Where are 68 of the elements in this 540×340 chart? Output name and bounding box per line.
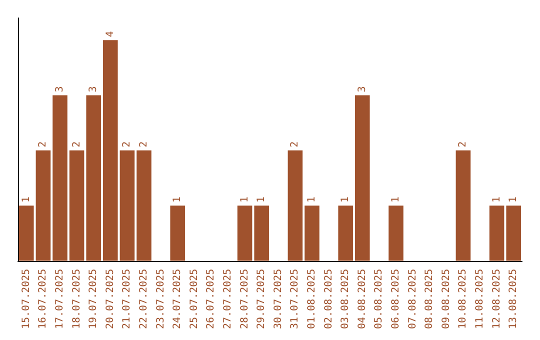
x-tick-label: 22.07.2025: [138, 268, 150, 330]
bar: [388, 206, 404, 261]
data-label: 1: [256, 196, 268, 203]
data-label: 2: [38, 141, 49, 148]
data-label: 1: [20, 196, 32, 203]
bar: [52, 95, 68, 261]
x-tick-label: 20.07.2025: [104, 268, 116, 330]
x-tick-label: 25.07.2025: [188, 268, 200, 330]
bar: [489, 206, 504, 261]
x-tick-label: 26.07.2025: [206, 268, 217, 330]
data-label: 3: [356, 86, 368, 92]
bar: [288, 150, 303, 261]
bar: [237, 206, 252, 261]
bar: [19, 206, 34, 261]
x-tick-label: 16.07.2025: [38, 268, 49, 330]
x-tick-label: 13.08.2025: [508, 268, 520, 330]
x-tick-label: 29.07.2025: [256, 268, 268, 330]
x-tick-label: 27.07.2025: [222, 268, 234, 330]
bar: [36, 150, 51, 261]
x-tick-label: 02.08.2025: [323, 268, 334, 330]
bar: [304, 206, 320, 261]
x-tick-label: 12.08.2025: [491, 268, 502, 330]
x-tick-label: 10.08.2025: [458, 268, 469, 330]
x-tick-label: 05.08.2025: [374, 268, 385, 330]
x-tick-label: 07.08.2025: [407, 268, 418, 330]
bar: [103, 40, 118, 261]
bar: [456, 150, 471, 261]
x-tick-label: 11.08.2025: [474, 268, 486, 330]
x-tick-label: 08.08.2025: [424, 268, 436, 330]
bar: [69, 150, 84, 261]
bar: [254, 206, 269, 261]
x-tick-label: 01.08.2025: [306, 268, 318, 330]
data-label: 4: [104, 31, 116, 38]
x-tick-label: 04.08.2025: [356, 268, 368, 330]
x-tick-label: 17.07.2025: [54, 268, 66, 330]
bar: [86, 95, 101, 261]
x-tick-label: 18.07.2025: [71, 268, 82, 330]
bar: [355, 95, 370, 261]
bar: [136, 150, 152, 261]
x-tick-label: 28.07.2025: [239, 268, 250, 330]
data-label: 2: [71, 141, 82, 148]
bar: [338, 206, 353, 261]
data-label: 3: [54, 86, 66, 92]
data-label: 1: [239, 196, 250, 203]
data-label: 1: [491, 196, 502, 203]
bar: [120, 150, 135, 261]
bar: [506, 206, 521, 261]
data-label: 1: [340, 196, 352, 203]
x-tick-label: 15.07.2025: [20, 268, 32, 330]
data-label: 2: [138, 141, 150, 148]
x-tick-label: 19.07.2025: [88, 268, 100, 330]
data-label: 1: [508, 196, 520, 203]
bar: [170, 206, 185, 261]
x-tick-label: 21.07.2025: [122, 268, 133, 330]
x-tick-label: 03.08.2025: [340, 268, 352, 330]
x-tick-label: 30.07.2025: [272, 268, 284, 330]
data-label: 1: [306, 196, 318, 203]
x-tick-label: 23.07.2025: [155, 268, 166, 330]
x-tick-label: 09.08.2025: [440, 268, 452, 330]
data-label: 2: [458, 141, 469, 148]
data-label: 2: [122, 141, 133, 148]
data-label: 1: [172, 196, 184, 203]
data-label: 1: [390, 196, 402, 203]
x-tick-label: 31.07.2025: [290, 268, 301, 330]
x-tick-label: 06.08.2025: [390, 268, 402, 330]
x-tick-label: 24.07.2025: [172, 268, 184, 330]
data-label: 3: [88, 86, 100, 92]
data-label: 2: [290, 141, 301, 148]
